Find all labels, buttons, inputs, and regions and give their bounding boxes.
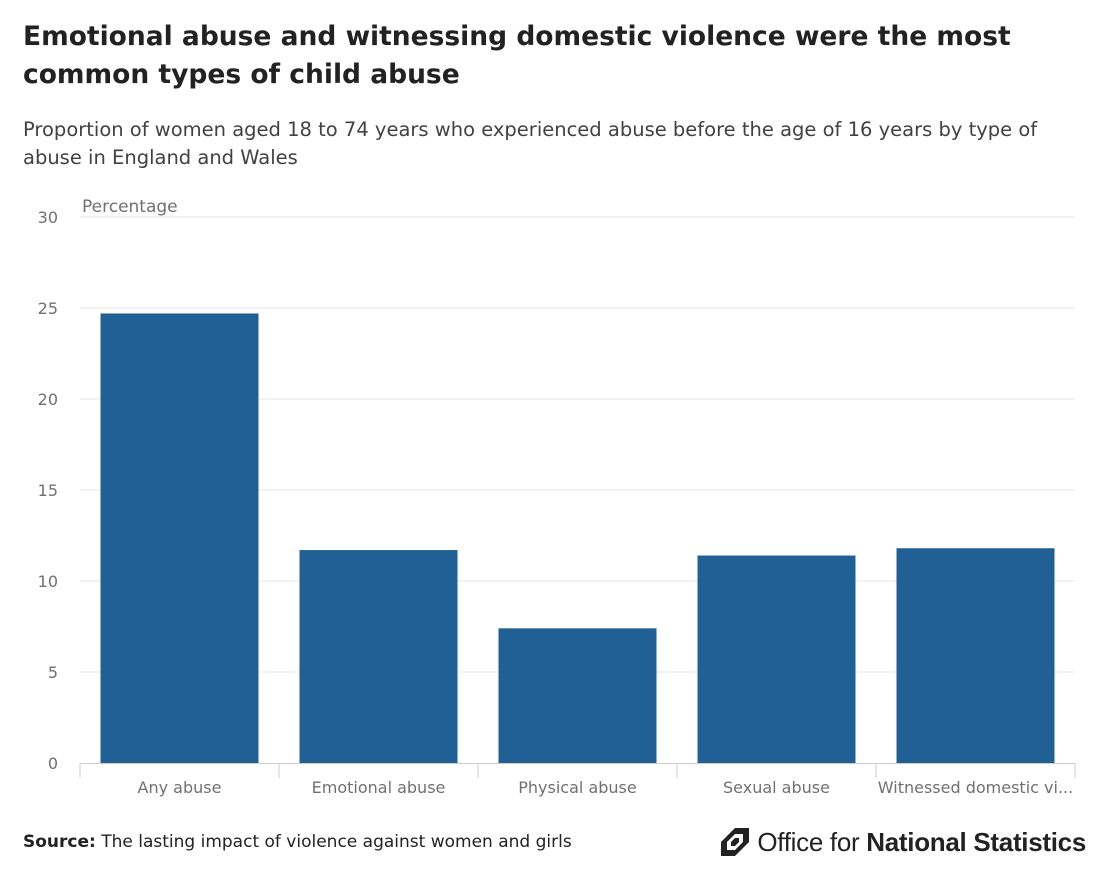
source-note: Source: The lasting impact of violence a… — [23, 832, 572, 852]
y-tick-label: 5 — [48, 663, 58, 682]
bar-1 — [299, 550, 458, 763]
brand-text-regular: Office for — [757, 826, 860, 857]
ons-logo-icon — [721, 828, 750, 856]
y-tick-label: 25 — [38, 299, 58, 318]
bar-3 — [697, 555, 856, 763]
bar-chart: 0 5 10 15 20 25 30 Percentage Any abuse Emotional… — [38, 197, 1076, 797]
chart-title: Emotional abuse and witnessing domestic … — [23, 21, 1011, 90]
x-tick-label: Emotional abuse — [312, 778, 446, 797]
y-tick-label: 15 — [38, 481, 58, 500]
x-tick-label: Witnessed domestic vi... — [878, 778, 1073, 797]
bar-2 — [498, 628, 657, 763]
source-label: Source: — [23, 832, 96, 852]
brand-text-bold: National Statistics — [866, 826, 1086, 857]
bar-4 — [896, 548, 1055, 763]
x-tick-label: Sexual abuse — [723, 778, 830, 797]
ons-brand[interactable]: Office for National Statistics — [719, 824, 1086, 860]
x-tick-label: Physical abuse — [518, 778, 636, 797]
y-tick-label: 0 — [48, 754, 58, 773]
source-link[interactable]: The lasting impact of violence against w… — [101, 832, 572, 852]
chart-subtitle: Proportion of women aged 18 to 74 years … — [23, 118, 1038, 169]
bar-0 — [100, 313, 259, 763]
y-tick-label: 30 — [38, 208, 58, 227]
x-tick-label: Any abuse — [138, 778, 222, 797]
y-tick-label: 10 — [38, 572, 58, 591]
y-axis-label: Percentage — [82, 197, 178, 217]
y-tick-label: 20 — [38, 390, 58, 409]
